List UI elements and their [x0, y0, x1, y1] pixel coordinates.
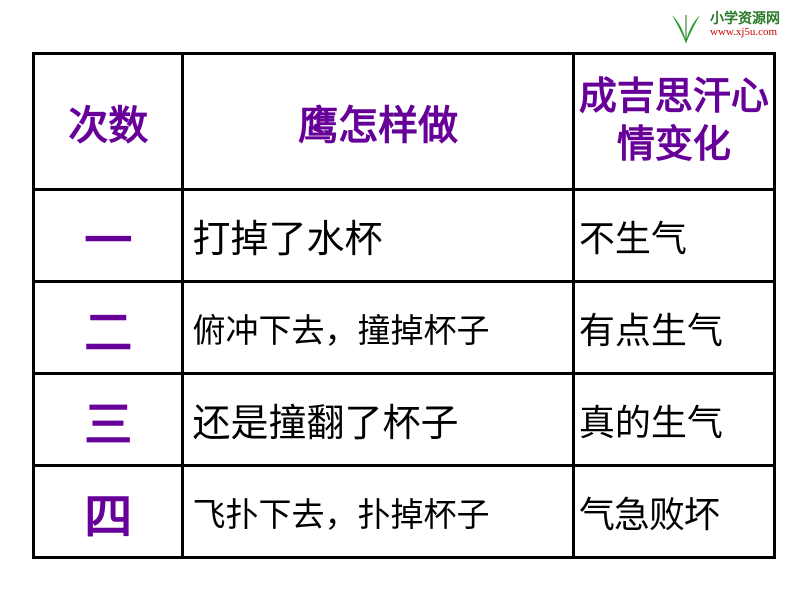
logo-title: 小学资源网 [710, 13, 780, 27]
row-action: 俯冲下去，撞掉杯子 [183, 282, 573, 374]
row-num: 一 [34, 190, 183, 282]
row-num: 二 [34, 282, 183, 374]
header-action: 鹰怎样做 [183, 54, 573, 190]
table-row: 二 俯冲下去，撞掉杯子 有点生气 [34, 282, 775, 374]
row-mood: 有点生气 [573, 282, 774, 374]
row-action: 还是撞翻了杯子 [183, 374, 573, 466]
logo-text: 小学资源网 www.xj5u.com [710, 13, 780, 38]
row-action: 打掉了水杯 [183, 190, 573, 282]
logo-url: www.xj5u.com [710, 27, 780, 38]
row-mood: 不生气 [573, 190, 774, 282]
header-mood: 成吉思汗心情变化 [573, 54, 774, 190]
row-mood: 气急败坏 [573, 466, 774, 558]
content-table: 次数 鹰怎样做 成吉思汗心情变化 一 打掉了水杯 不生气 二 俯冲下去，撞掉杯子… [32, 52, 776, 559]
header-num: 次数 [34, 54, 183, 190]
table-row: 一 打掉了水杯 不生气 [34, 190, 775, 282]
table-header: 次数 鹰怎样做 成吉思汗心情变化 [34, 54, 775, 190]
table-row: 四 飞扑下去，扑掉杯子 气急败坏 [34, 466, 775, 558]
table-row: 三 还是撞翻了杯子 真的生气 [34, 374, 775, 466]
row-num: 三 [34, 374, 183, 466]
row-num: 四 [34, 466, 183, 558]
row-mood: 真的生气 [573, 374, 774, 466]
row-action: 飞扑下去，扑掉杯子 [183, 466, 573, 558]
leaf-icon [666, 5, 706, 45]
site-logo: 小学资源网 www.xj5u.com [666, 5, 780, 45]
